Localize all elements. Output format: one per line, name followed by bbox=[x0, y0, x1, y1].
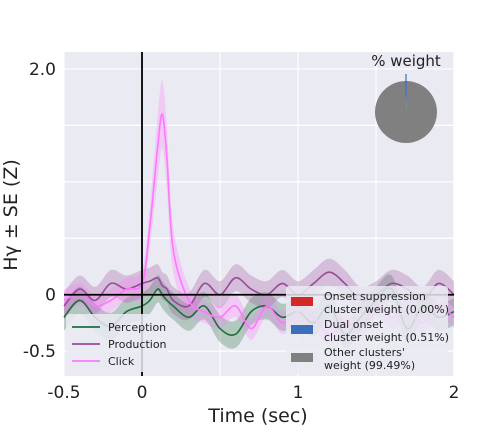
pie-legend-label: Other clusters' weight (99.49%) bbox=[324, 346, 415, 372]
series-legend: Perception Production Click bbox=[66, 314, 168, 372]
x-tick-label: 0 bbox=[137, 383, 148, 403]
pie-slice bbox=[375, 81, 437, 143]
y-axis-label: Hγ ± SE (Z) bbox=[0, 159, 22, 270]
y-tick-label: -0.5 bbox=[23, 342, 56, 362]
pie-legend-box bbox=[286, 286, 448, 374]
x-axis-label: Time (sec) bbox=[207, 405, 307, 427]
series-legend-box bbox=[66, 314, 168, 372]
pie-legend: Onset suppression cluster weight (0.00%)D… bbox=[286, 286, 449, 374]
legend-label-click: Click bbox=[108, 355, 135, 368]
pie-legend-swatch bbox=[291, 325, 313, 334]
x-tick-labels: -0.5 0 1 2 bbox=[47, 383, 459, 403]
pie-legend-label: Onset suppression cluster weight (0.00%) bbox=[324, 290, 449, 316]
pie-title: % weight bbox=[371, 52, 441, 70]
legend-label-perception: Perception bbox=[108, 321, 166, 334]
inset-pie: % weight bbox=[371, 52, 441, 143]
x-tick-label: -0.5 bbox=[47, 383, 80, 403]
pie-legend-swatch bbox=[291, 353, 313, 362]
pie-legend-label: Dual onset cluster weight (0.51%) bbox=[324, 318, 449, 344]
y-tick-labels: -0.5 0 2.0 bbox=[23, 60, 56, 362]
x-tick-label: 2 bbox=[449, 383, 460, 403]
legend-label-production: Production bbox=[108, 338, 167, 351]
x-tick-label: 1 bbox=[293, 383, 304, 403]
pie-legend-swatch bbox=[291, 297, 313, 306]
y-tick-label: 2.0 bbox=[29, 60, 56, 80]
y-tick-label: 0 bbox=[45, 286, 56, 306]
click-se-band bbox=[64, 80, 454, 346]
